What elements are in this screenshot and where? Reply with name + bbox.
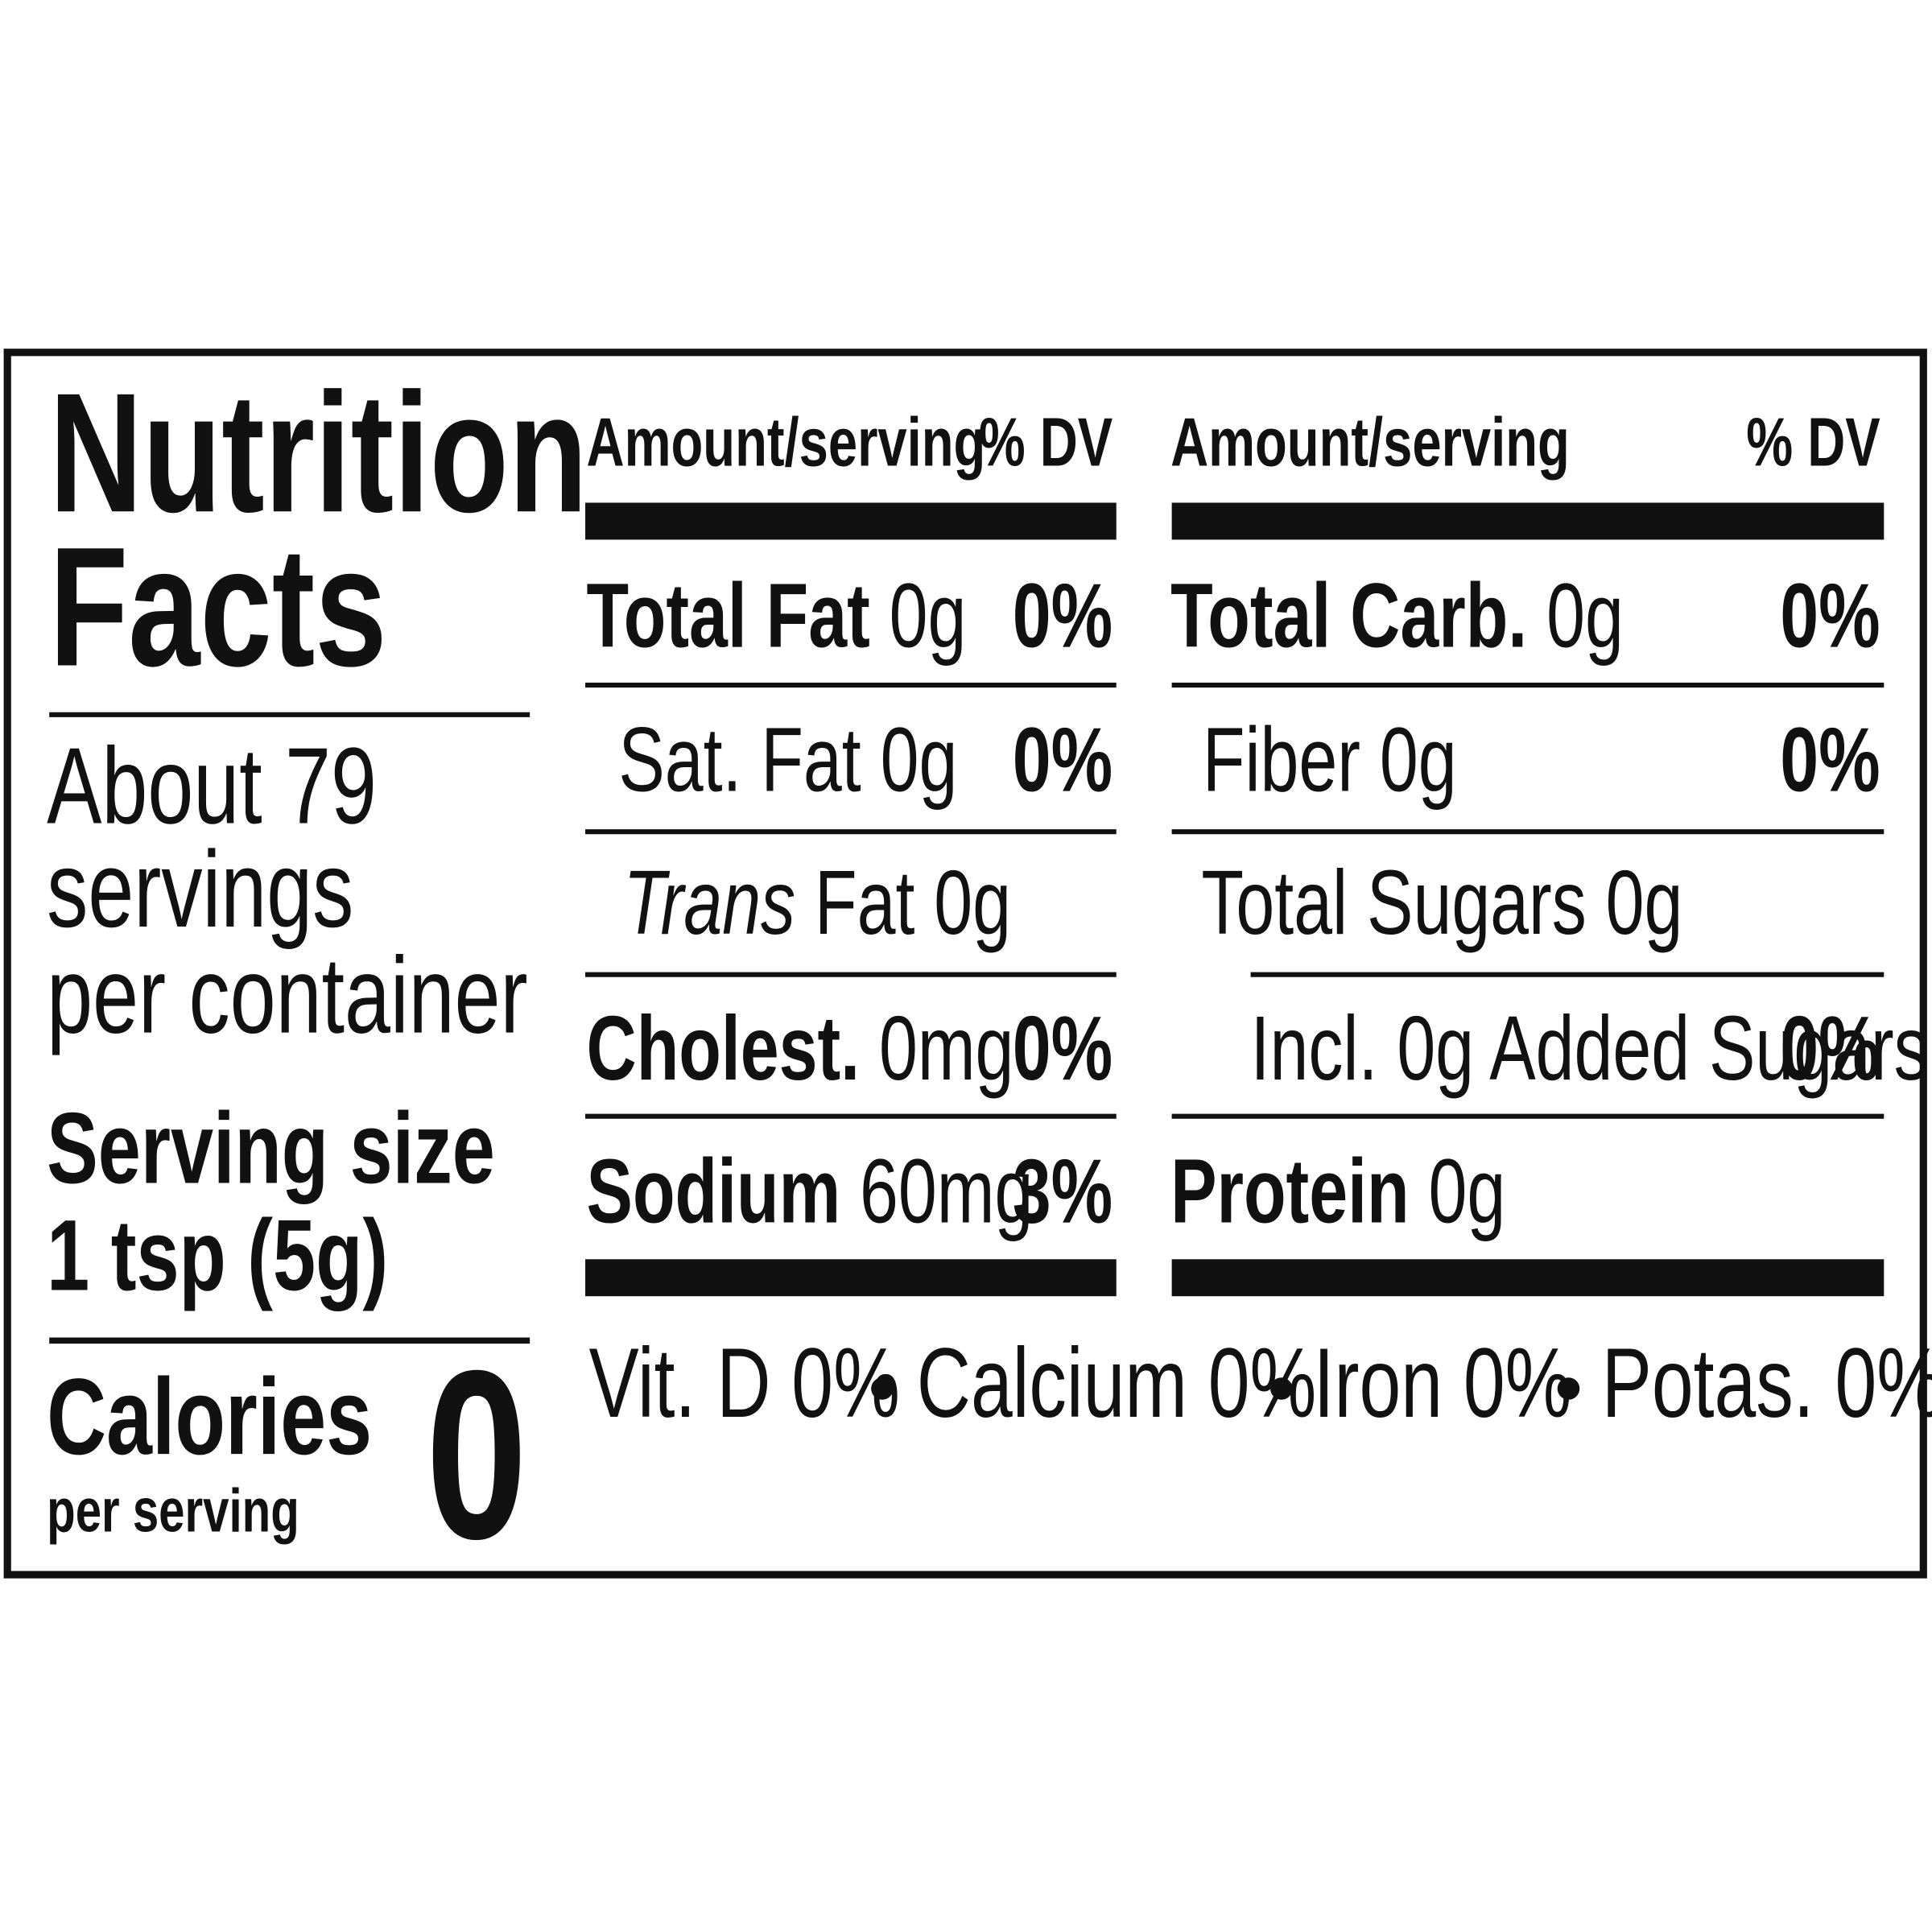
nutrient-dv: 0% [1013,997,1113,1099]
serving-size-label: Serving size [47,1092,495,1205]
thick-bar [585,502,1117,540]
nutrient-dv: 0% [1780,709,1880,811]
nutrient: Total Carb. 0g [1170,565,1624,667]
calories-value: 0 [426,1321,527,1589]
nutrient: Total Fat 0g [587,565,967,667]
thick-bar [1171,502,1885,540]
header-dv: % DV [1746,404,1880,481]
calories-sublabel: per serving [47,1476,299,1546]
servings-line: servings [47,830,353,951]
header-amount: Amount/serving [1170,404,1570,481]
title-line: Nutrition [49,357,588,547]
nutrient-amount: 0g [934,852,1011,954]
header-dv: % DV [979,404,1113,481]
nutrient: Protein 0g [1170,1141,1505,1242]
bullet [1270,1377,1293,1400]
nutrient-name: Cholest. [587,997,861,1099]
micronutrient: Iron 0% [1314,1329,1572,1439]
nutrient: Fiber 0g [1203,709,1457,811]
serving-size-value: 1 tsp (5g) [47,1199,388,1312]
bullet [1557,1377,1580,1400]
micronutrient: Calcium 0% [917,1329,1316,1439]
nutrient-name: Total Fat [587,565,870,667]
nutrient: Total Sugars 0g [1201,852,1682,954]
nutrient: Sodium 60mg [587,1141,1034,1242]
bullet [871,1377,894,1400]
nutrient-dv: 0% [1780,565,1880,667]
nutrient-name: Trans [623,852,795,954]
nutrient-name: Sat. Fat [618,709,861,811]
nutrient-name: Protein [1170,1141,1409,1242]
label-border [3,349,1927,1579]
nutrient-amount: 0g [1380,709,1457,811]
nutrient-amount: 0g [1546,565,1624,667]
nutrient-name: Fiber [1203,709,1360,811]
servings-line: per container [47,935,527,1056]
nutrient-name: Sodium [587,1141,841,1242]
nutrient-dv: 0% [1780,997,1880,1099]
nutrient-amount: 0g [881,709,958,811]
nutrient-amount: 0mg [879,997,1013,1099]
nutrient-name: Total Carb. [1170,565,1527,667]
nutrient: Incl. 0g Added Sugars [1251,997,1929,1099]
calories-label: Calories [47,1357,372,1478]
nutrient-dv: 3% [1013,1141,1113,1242]
nutrient-name: Total Sugars [1201,852,1586,954]
nutrient: Sat. Fat 0g [618,709,957,811]
nutrient-name: Fat [815,852,914,954]
nutrient: Cholest. 0mg [587,997,1014,1099]
nutrient-dv: 0% [1013,709,1113,811]
nutrient: Trans Fat 0g [623,852,1011,954]
nutrient-amount: 0g [1606,852,1683,954]
title-line: Facts [49,511,386,701]
header-amount: Amount/serving [587,404,986,481]
nutrient-amount: 0g [890,565,967,667]
micronutrient: Vit. D 0% [589,1329,900,1439]
thick-bar [1171,1259,1885,1297]
nutrient-amount: 60mg [860,1141,1033,1242]
nutrient-amount: 0g [1428,1141,1505,1242]
thick-bar [585,1259,1117,1297]
servings-line: About 79 [47,726,377,847]
nutrient-dv: 0% [1013,565,1113,667]
micronutrient: Potas. 0% [1602,1329,1932,1439]
